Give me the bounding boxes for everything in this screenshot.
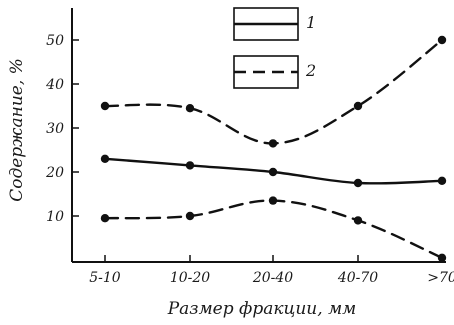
legend-label: 2: [305, 61, 316, 80]
x-tick-label: 40-70: [337, 270, 378, 286]
axes: [71, 8, 446, 263]
data-point: [437, 35, 447, 45]
data-point: [100, 214, 110, 223]
data-point: [100, 154, 110, 163]
y-tick-label: 20: [45, 165, 64, 181]
series-1: [100, 154, 447, 188]
x-tick-label: 10-20: [170, 270, 210, 286]
series-3: [100, 196, 447, 262]
data-point: [353, 216, 363, 225]
data-point: [353, 178, 363, 188]
series-line: [103, 199, 444, 259]
data-point: [353, 101, 363, 111]
legend-label: 1: [306, 13, 316, 32]
y-tick-label: 40: [45, 77, 64, 93]
legend: 12: [233, 7, 316, 89]
y-axis-ticks: 10 20 30 40 50: [45, 33, 79, 225]
y-tick-label: 50: [46, 33, 64, 49]
data-point: [100, 101, 110, 111]
data-point: [268, 139, 278, 148]
legend-entry-1: 1: [233, 7, 316, 41]
data-point: [185, 211, 195, 221]
series-group: [100, 35, 447, 262]
legend-entry-2: 2: [233, 55, 316, 89]
x-axis-title: Размер фракции, мм: [167, 299, 357, 319]
data-point: [185, 161, 195, 170]
x-axis-ticks: 5-10 10-20 20-40 40-70 >70: [89, 255, 454, 286]
y-tick-label: 30: [46, 121, 64, 137]
data-point: [437, 253, 447, 262]
data-point: [185, 104, 195, 113]
x-tick-label: 5-10: [89, 270, 121, 286]
y-axis-title: Содержание, %: [7, 58, 27, 202]
series-2: [100, 35, 447, 148]
data-point: [268, 196, 278, 205]
x-tick-label: >70: [427, 270, 454, 286]
data-point: [437, 176, 447, 185]
y-tick-label: 10: [46, 209, 64, 225]
data-point: [268, 167, 278, 177]
x-tick-label: 20-40: [252, 270, 293, 286]
